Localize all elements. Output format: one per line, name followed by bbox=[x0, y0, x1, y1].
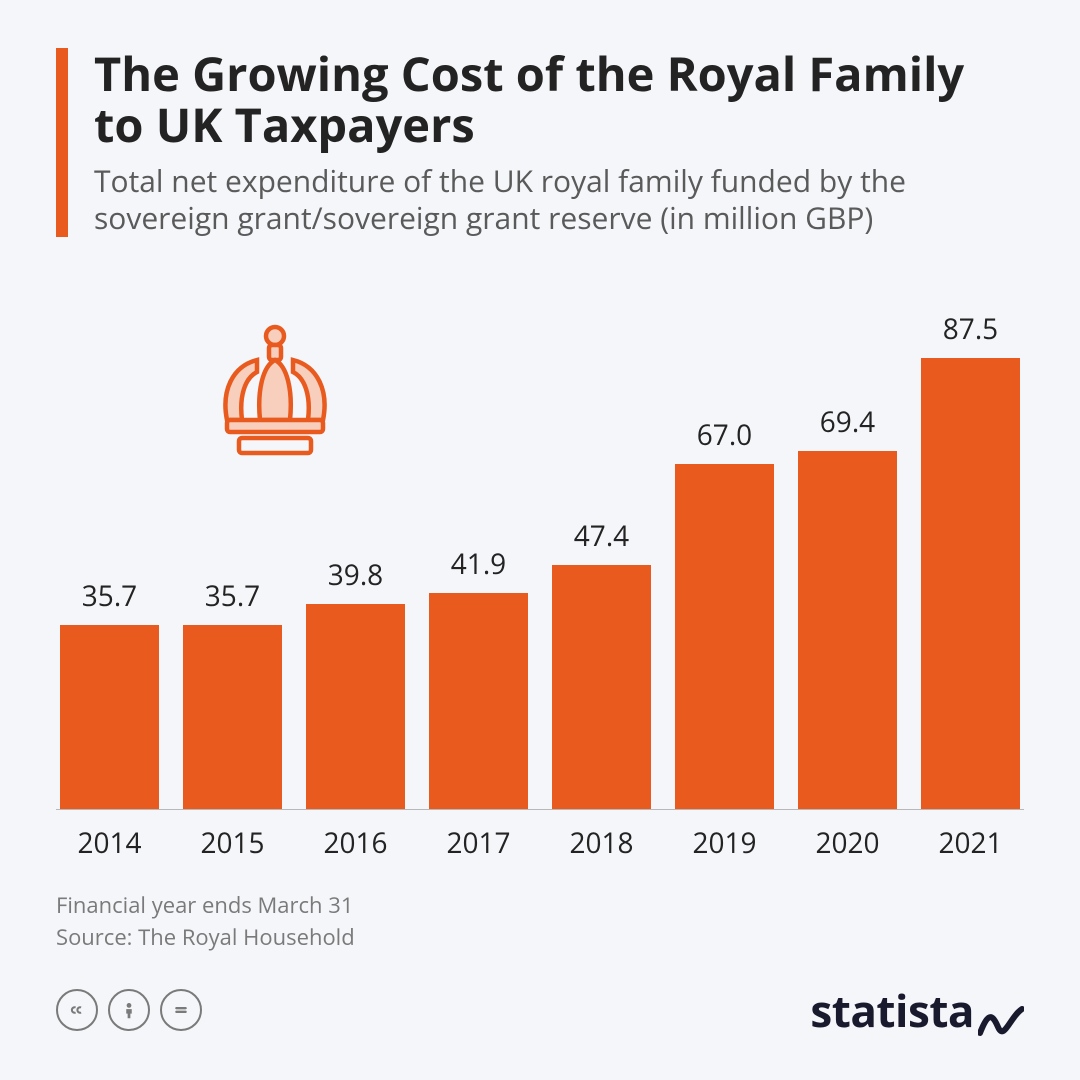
x-axis-label: 2018 bbox=[552, 824, 651, 862]
footer-notes: Financial year ends March 31 Source: The… bbox=[56, 890, 1024, 954]
bar-value-label: 87.5 bbox=[943, 310, 998, 348]
x-axis-labels: 2014 2015 2016 2017 2018 2019 2020 2021 bbox=[56, 810, 1024, 862]
bar-value-label: 41.9 bbox=[451, 545, 506, 583]
bar-col: 39.8 bbox=[306, 285, 405, 810]
bar-rect bbox=[60, 625, 159, 809]
x-axis-label: 2017 bbox=[429, 824, 528, 862]
x-axis-label: 2016 bbox=[306, 824, 405, 862]
bar-rect bbox=[675, 464, 774, 810]
bar-rect bbox=[183, 625, 282, 809]
bar-col: 67.0 bbox=[675, 285, 774, 810]
bar-rect bbox=[798, 451, 897, 809]
bar-col: 35.7 bbox=[60, 285, 159, 810]
brand-wave-icon bbox=[978, 992, 1024, 1028]
accent-bar bbox=[56, 48, 68, 237]
page-subtitle: Total net expenditure of the UK royal fa… bbox=[94, 162, 1024, 237]
bar-col: 87.5 bbox=[921, 285, 1020, 810]
x-axis-label: 2015 bbox=[183, 824, 282, 862]
bar-chart: 35.735.739.841.947.467.069.487.5 2014201… bbox=[56, 285, 1024, 863]
bar-value-label: 47.4 bbox=[574, 517, 629, 555]
nd-icon bbox=[160, 989, 202, 1031]
bar-value-label: 35.7 bbox=[205, 577, 260, 615]
brand-name: statista bbox=[810, 980, 974, 1040]
chart-area: 35.7 35.7 39.8 41.9 47.4 67.0 69.4 87.5 bbox=[56, 285, 1024, 811]
license-badges bbox=[56, 989, 202, 1031]
brand-logo: statista bbox=[810, 980, 1024, 1040]
bar-value-label: 69.4 bbox=[820, 403, 875, 441]
cc-icon bbox=[56, 989, 98, 1031]
page-title: The Growing Cost of the Royal Family to … bbox=[94, 48, 1024, 150]
bar-value-label: 35.7 bbox=[82, 577, 137, 615]
bar-col: 41.9 bbox=[429, 285, 528, 810]
footnote-line-1: Financial year ends March 31 bbox=[56, 890, 1024, 922]
bar-rect bbox=[921, 358, 1020, 809]
header-text: The Growing Cost of the Royal Family to … bbox=[94, 48, 1024, 237]
x-axis-label: 2014 bbox=[60, 824, 159, 862]
bar-rect bbox=[306, 604, 405, 809]
x-axis-label: 2019 bbox=[675, 824, 774, 862]
bar-col: 35.7 bbox=[183, 285, 282, 810]
bar-rect bbox=[552, 565, 651, 809]
footnote-line-2: Source: The Royal Household bbox=[56, 922, 1024, 954]
header: The Growing Cost of the Royal Family to … bbox=[56, 48, 1024, 237]
x-axis-label: 2021 bbox=[921, 824, 1020, 862]
bar-value-label: 39.8 bbox=[328, 556, 383, 594]
by-icon bbox=[108, 989, 150, 1031]
x-axis-label: 2020 bbox=[798, 824, 897, 862]
bar-col: 69.4 bbox=[798, 285, 897, 810]
bar-col: 47.4 bbox=[552, 285, 651, 810]
bar-rect bbox=[429, 593, 528, 809]
bottom-row: statista bbox=[56, 980, 1024, 1040]
bar-value-label: 67.0 bbox=[697, 416, 752, 454]
